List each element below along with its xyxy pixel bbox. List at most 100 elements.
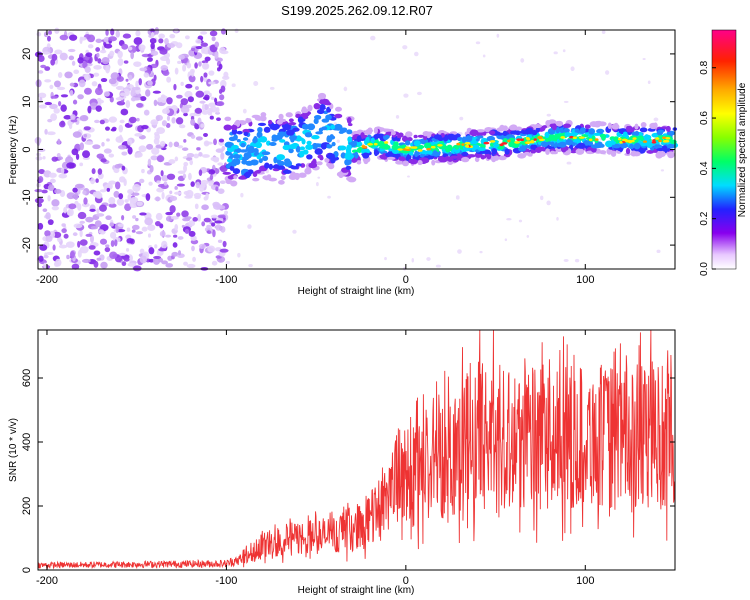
spectrogram-noise-blob (65, 241, 75, 248)
spectrogram-noise-blob (184, 195, 193, 199)
spectrogram-noise-blob (166, 173, 176, 180)
spectrogram-ridge-cell (510, 130, 520, 135)
spectrogram-peak-cell (632, 137, 637, 140)
spectrogram-noise-blob (101, 45, 105, 52)
spectrogram-noise-blob (215, 148, 224, 153)
spectrogram-noise-blob (42, 208, 48, 213)
spectrogram-noise-blob (54, 49, 63, 55)
spectrogram-noise-blob (43, 31, 49, 38)
spectrogram-ridge-cell (461, 136, 467, 143)
spectrogram-noise-blob (85, 216, 94, 223)
spectrogram-noise-blob (85, 52, 93, 58)
snr-x-ticks: -200 -100 0 100 (36, 330, 594, 587)
spectrogram-noise-blob (121, 151, 128, 156)
spectrogram-noise-blob (186, 263, 196, 269)
spectrogram-noise-blob (58, 173, 68, 179)
spectrogram-noise-blob (136, 102, 144, 108)
spectrogram-ridge-cell (637, 135, 644, 141)
spectrogram-ridge-cell (398, 156, 406, 161)
spectrogram-noise-blob (128, 116, 137, 124)
spectrogram-noise-blob (220, 226, 226, 233)
spectrogram-noise-blob (156, 180, 161, 184)
spectrogram-ridge-cell (256, 131, 263, 139)
spectrogram-noise-blob (54, 27, 60, 34)
spectrogram-noise-blob (208, 102, 217, 108)
spectrogram-noise-blob (36, 182, 41, 188)
spectrogram-peak-cell (483, 141, 490, 145)
spectrogram-noise-blob (79, 114, 89, 122)
spectrogram-noise-blob (152, 257, 161, 265)
spectrogram-noise-blob (64, 71, 73, 79)
spectrogram-noise-blob (123, 178, 127, 187)
spectrogram-ridge-cell (613, 136, 620, 142)
spectrogram-noise-blob (115, 30, 120, 38)
spectrogram-noise-blob (130, 89, 137, 98)
spectrogram-noise-blob (211, 36, 216, 42)
snr-panel: -200 -100 0 100 0 200 400 600 Height of straig… (8, 329, 676, 596)
spectrogram-ridge-cell (242, 137, 249, 141)
spectrogram-noise-blob (127, 189, 134, 195)
spectrogram-faint-blob (566, 161, 572, 165)
spectrogram-noise-blob (61, 228, 67, 234)
spectrogram-ridge-cell (344, 158, 351, 166)
spectrogram-ridge-cell (271, 123, 280, 130)
spectrogram-noise-blob (160, 170, 164, 177)
spectrogram-ridge-cell (299, 146, 306, 151)
spectrogram-noise-blob (190, 134, 196, 139)
spectrogram-peak-cell (397, 148, 404, 151)
spectrogram-ridge-cell (431, 159, 436, 166)
spectrogram-noise-blob (217, 188, 225, 194)
spectrogram-ridge-cell (604, 140, 614, 148)
spectrogram-noise-blob (219, 248, 229, 253)
spectrogram-ridge-cell (591, 135, 596, 142)
spectrogram-noise-blob (59, 121, 66, 128)
spectrogram-noise-blob (117, 58, 124, 66)
spectrogram-ridge-cell (294, 173, 300, 181)
spectrogram-noise-blob (184, 90, 193, 98)
spectrogram-ridge-cell (304, 132, 313, 138)
spectrogram-ridge-cell (284, 160, 293, 167)
spectrogram-noise-blob (77, 249, 82, 258)
colorbar-label: Normalized spectral amplitude (737, 82, 748, 217)
spectrogram-peak-cell (594, 138, 599, 141)
spectrogram-noise (34, 27, 665, 272)
spectrogram-noise-blob (75, 153, 80, 160)
spectrogram-ridge-cell (225, 179, 233, 185)
spectrogram-noise-blob (156, 155, 165, 163)
colorbar-tick-label: 0.4 (699, 161, 710, 175)
spectrogram-ridge-cell (515, 126, 523, 131)
spectrogram-ridge-cell (417, 134, 425, 138)
spectrogram-ridge-cell (598, 143, 605, 148)
spectrogram-ridge-cell (477, 147, 487, 152)
spectrogram-noise-blob (214, 97, 218, 103)
spectrogram-noise-blob (77, 57, 84, 64)
spectrogram-ridge-cell (319, 103, 326, 111)
spectrogram-peak-cell (662, 140, 668, 143)
spectrogram-noise-blob (158, 38, 164, 44)
spectrogram-noise-blob (91, 81, 98, 87)
spectrogram-ridge-cell (301, 138, 306, 145)
spectrogram-faint-blob (563, 100, 569, 103)
spectrogram-noise-blob (115, 97, 124, 101)
spectrogram-ridge-cell (413, 134, 418, 139)
spectrogram-ridge-cell (245, 117, 251, 124)
spectrogram-noise-blob (60, 167, 65, 175)
spectrogram-noise-blob (150, 31, 155, 38)
spectrogram-noise-blob (79, 142, 85, 151)
spectrogram-ridge-cell (450, 155, 459, 159)
spectrogram-noise-blob (219, 94, 225, 101)
spectrogram-noise-blob (95, 213, 105, 217)
spectrogram-faint-blob (225, 260, 231, 265)
spectrogram-noise-blob (216, 101, 225, 107)
spectrogram-noise-blob (154, 133, 161, 141)
spectrogram-noise-blob (193, 192, 202, 198)
spectrogram-noise-blob (94, 87, 103, 96)
spectrogram-noise-blob (170, 215, 179, 220)
spectrogram-noise-blob (187, 172, 192, 181)
spectrogram-faint-blob (435, 264, 441, 268)
spectrogram-noise-blob (39, 244, 48, 251)
spectrogram-noise-blob (177, 60, 182, 64)
spectrogram-ridge-cell (305, 144, 314, 151)
spectrogram-ridge-cell (422, 131, 430, 137)
spectrogram-noise-blob (42, 156, 46, 160)
